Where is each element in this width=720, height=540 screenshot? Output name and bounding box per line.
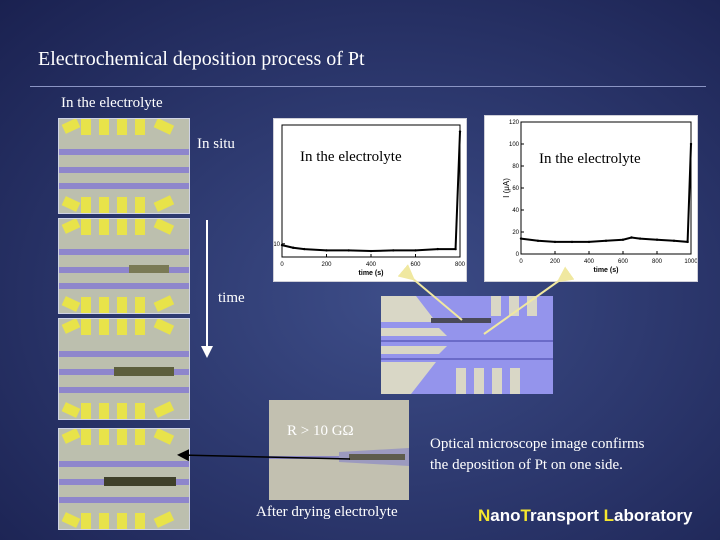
data-point: [519, 237, 523, 240]
plot-right-label: In the electrolyte: [535, 151, 645, 168]
plot-left-label: In the electrolyte: [296, 149, 406, 166]
lab-word-nano: ano: [490, 506, 521, 525]
x-tick-label: 0: [280, 262, 284, 268]
data-point: [458, 130, 462, 133]
x-tick-label: 800: [652, 259, 663, 265]
in-situ-label: In situ: [197, 136, 235, 152]
x-tick-label: 400: [366, 262, 377, 268]
x-tick-label: 800: [455, 262, 466, 268]
data-point: [630, 236, 633, 239]
plot-frame: [281, 124, 461, 258]
data-point: [587, 240, 591, 244]
x-axis-label: time (s): [359, 270, 384, 277]
y-axis-label: I (μA): [502, 178, 511, 198]
x-tick-label: 200: [550, 259, 561, 265]
data-point: [303, 247, 306, 251]
y-tick-label: 10: [274, 242, 281, 248]
y-tick-label: 20: [512, 230, 519, 236]
slide-title: Electrochemical deposition process of Pt: [38, 48, 365, 70]
confirmation-text: Optical microscope image confirms the de…: [430, 434, 710, 476]
x-tick-label: 200: [321, 262, 332, 268]
data-point: [414, 249, 417, 252]
after-drying-caption: After drying electrolyte: [256, 504, 398, 520]
lab-letter-n: N: [478, 506, 491, 525]
data-point: [347, 249, 350, 252]
y-tick-label: 40: [512, 208, 519, 214]
y-tick-label: 100: [509, 142, 520, 148]
x-tick-label: 400: [584, 259, 595, 265]
data-point: [536, 239, 540, 242]
y-tick-label: 120: [509, 120, 520, 126]
current-plot-right: 0 200 400 600 800 1000 0 20 40 60 80 100 120 time (s)…: [484, 115, 698, 282]
data-point: [436, 247, 439, 251]
optical-microscope-image: [381, 296, 553, 394]
plot-frame: [520, 121, 692, 255]
in-situ-frame-2: [58, 218, 190, 314]
data-point: [638, 237, 642, 240]
data-point: [454, 247, 457, 251]
y-tick-label: 0: [516, 252, 520, 258]
data-point: [689, 142, 693, 146]
x-axis-label: time (s): [594, 267, 619, 274]
data-point: [621, 238, 625, 241]
data-point: [672, 239, 676, 242]
data-point: [280, 243, 284, 247]
x-tick-label: 600: [410, 262, 421, 268]
y-tick-label: 60: [512, 186, 519, 192]
data-point: [655, 238, 659, 241]
data-point: [369, 249, 373, 253]
data-point: [570, 240, 574, 244]
time-label: time: [218, 290, 245, 306]
after-drying-image: [269, 400, 409, 500]
x-tick-label: 1000: [684, 259, 697, 265]
data-point: [553, 240, 557, 244]
in-situ-frame-3: [58, 318, 190, 420]
data-point: [392, 249, 395, 252]
x-tick-label: 600: [618, 259, 629, 265]
in-situ-frame-4: [58, 428, 190, 530]
current-chart-right: 0 200 400 600 800 1000 0 20 40 60 80 100 120 time (s)…: [502, 120, 698, 274]
data-point: [291, 246, 295, 249]
resistance-label: R > 10 GΩ: [287, 423, 354, 439]
lab-letter-l: L: [603, 506, 615, 525]
x-tick-label: 0: [519, 259, 523, 265]
confirmation-line-2: the deposition of Pt on one side.: [430, 457, 623, 473]
data-point: [604, 239, 608, 242]
in-situ-frame-1: [58, 118, 190, 214]
y-tick-label: 80: [512, 164, 519, 170]
data-point: [325, 249, 328, 252]
title-divider: [30, 86, 706, 87]
data-point: [686, 240, 689, 244]
lab-word-transport: ransport: [529, 506, 604, 525]
time-arrow-icon: [201, 220, 213, 358]
lab-letter-t: T: [520, 506, 530, 525]
lab-word-laboratory: aboratory: [614, 506, 693, 525]
confirmation-line-1: Optical microscope image confirms: [430, 436, 645, 452]
lab-name: NanoTransport Laboratory: [478, 506, 692, 526]
electrolyte-heading: In the electrolyte: [61, 95, 163, 111]
